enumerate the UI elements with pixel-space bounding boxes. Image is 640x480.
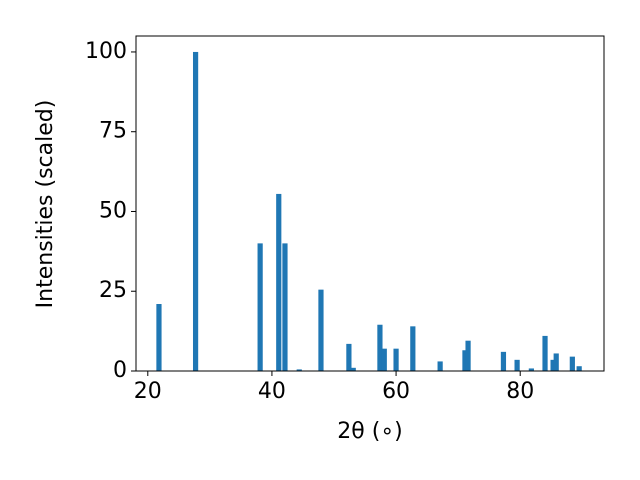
y-tick-label: 0 xyxy=(113,358,127,383)
bar xyxy=(192,51,199,371)
bar xyxy=(350,367,356,371)
bar xyxy=(500,351,507,371)
y-tick-label: 75 xyxy=(99,119,127,144)
bar xyxy=(462,350,468,371)
bar xyxy=(282,243,288,371)
x-tick-label: 40 xyxy=(258,379,286,404)
bar xyxy=(276,193,282,371)
bar xyxy=(437,361,443,371)
bar xyxy=(569,356,575,371)
bar xyxy=(377,324,383,371)
x-tick-label: 60 xyxy=(382,379,410,404)
bar xyxy=(410,326,416,371)
bar xyxy=(381,348,387,371)
x-tick-label: 80 xyxy=(506,379,534,404)
x-axis-label: 2θ (∘) xyxy=(337,419,402,444)
bar xyxy=(576,366,582,371)
bar xyxy=(514,359,520,371)
bar xyxy=(550,359,556,371)
bar xyxy=(465,340,471,371)
y-tick-label: 50 xyxy=(99,198,127,223)
bar xyxy=(296,369,302,371)
bar xyxy=(346,343,352,371)
bar xyxy=(318,289,324,371)
bar xyxy=(156,304,162,371)
y-axis-label: Intensities (scaled) xyxy=(33,100,58,309)
y-tick-label: 25 xyxy=(99,278,127,303)
bar xyxy=(528,368,534,371)
bar xyxy=(553,353,559,371)
x-tick-label: 20 xyxy=(134,379,162,404)
plot-frame xyxy=(135,35,605,372)
bar xyxy=(257,243,263,371)
bar xyxy=(393,348,399,371)
y-tick-label: 100 xyxy=(85,39,127,64)
bar xyxy=(542,335,548,371)
